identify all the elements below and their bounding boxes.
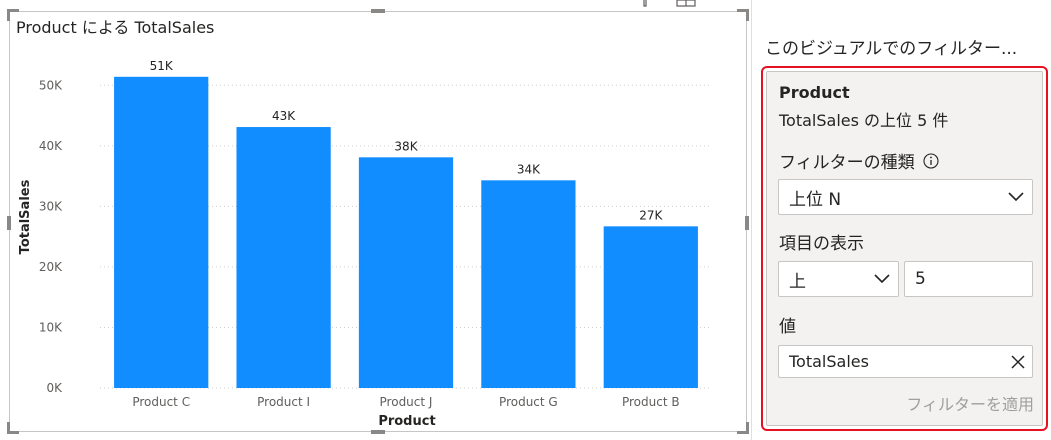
data-labels: 51K 43K 38K 34K 27K <box>150 59 664 223</box>
y-tick-label: 30K <box>39 199 63 213</box>
resize-handle-top-right[interactable] <box>737 9 749 12</box>
value-field-well[interactable]: TotalSales <box>778 345 1033 378</box>
y-axis-ticks: 0K 10K 20K 30K 40K 50K <box>39 78 63 395</box>
filter-icon[interactable] <box>640 0 650 11</box>
apply-filter-button[interactable]: フィルターを適用 <box>906 391 1034 415</box>
bar[interactable] <box>236 127 331 389</box>
filter-pane: このビジュアルでのフィルター... Product TotalSales の上位… <box>751 0 1051 440</box>
top-bottom-dropdown[interactable]: 上 <box>778 261 899 297</box>
x-axis-ticks: Product C Product I Product J Product G Prod… <box>132 395 679 409</box>
direction-value: 上 <box>789 271 806 292</box>
chevron-down-icon <box>874 269 890 289</box>
x-tick-label: Product C <box>132 395 190 409</box>
item-count-input[interactable] <box>904 261 1033 297</box>
filter-type-value: 上位 N <box>789 189 842 210</box>
bar[interactable] <box>603 226 698 388</box>
filter-card: Product TotalSales の上位 5 件 フィルターの種類 上位 N… <box>761 66 1048 431</box>
filter-card-body: Product TotalSales の上位 5 件 フィルターの種類 上位 N… <box>766 71 1043 426</box>
resize-handle-bottom-right[interactable] <box>746 422 749 434</box>
bar[interactable] <box>358 157 454 388</box>
y-tick-label: 40K <box>39 139 63 153</box>
filter-type-label-row: フィルターの種類 <box>779 148 939 173</box>
resize-handle-top-right[interactable] <box>746 9 749 21</box>
data-label: 34K <box>517 162 541 176</box>
x-tick-label: Product J <box>380 395 433 409</box>
show-items-label: 項目の表示 <box>779 234 864 254</box>
data-label: 51K <box>150 59 174 73</box>
bar[interactable] <box>114 76 209 389</box>
x-tick-label: Product I <box>257 395 310 409</box>
resize-handle-bottom-right[interactable] <box>737 431 749 434</box>
bar-chart-visual[interactable]: Product による TotalSales 0K 10K 20K 30K 40K 50K… <box>0 0 755 440</box>
y-tick-label: 20K <box>39 260 63 274</box>
resize-handle-bottom-left[interactable] <box>7 422 10 434</box>
resize-handle-top[interactable] <box>371 9 385 13</box>
value-field-name: TotalSales <box>789 352 869 371</box>
bars <box>114 76 698 389</box>
filter-type-dropdown[interactable]: 上位 N <box>778 179 1033 215</box>
x-tick-label: Product B <box>622 395 680 409</box>
resize-handle-bottom[interactable] <box>371 430 385 434</box>
y-tick-label: 0K <box>46 381 63 395</box>
chart-title: Product による TotalSales <box>16 18 215 37</box>
x-tick-label: Product G <box>499 395 558 409</box>
resize-handle-top-left[interactable] <box>7 9 19 12</box>
close-icon[interactable] <box>1010 354 1026 370</box>
info-icon[interactable] <box>923 152 939 169</box>
focus-mode-icon[interactable] <box>676 0 696 11</box>
chart-canvas: 0K 10K 20K 30K 40K 50K 51K 43K 38K 34K 27K Produc… <box>18 59 712 429</box>
chevron-down-icon <box>1008 187 1024 207</box>
bar[interactable] <box>481 180 576 388</box>
filter-field-name[interactable]: Product <box>779 83 850 102</box>
resize-handle-right[interactable] <box>745 216 749 230</box>
x-axis-title: Product <box>378 414 435 429</box>
visual-selection-frame <box>7 9 749 434</box>
y-axis-title: TotalSales <box>18 179 33 254</box>
resize-handle-left[interactable] <box>7 216 11 230</box>
filter-pane-heading: このビジュアルでのフィルター... <box>765 39 1018 59</box>
y-tick-label: 50K <box>39 78 63 92</box>
data-label: 27K <box>639 208 663 222</box>
value-label: 値 <box>779 317 796 337</box>
filter-summary: TotalSales の上位 5 件 <box>779 111 949 130</box>
y-tick-label: 10K <box>39 320 63 334</box>
data-label: 43K <box>272 109 296 123</box>
filter-type-label: フィルターの種類 <box>779 153 915 173</box>
data-label: 38K <box>394 139 418 153</box>
resize-handle-bottom-left[interactable] <box>7 431 19 434</box>
resize-handle-top-left[interactable] <box>7 9 10 21</box>
